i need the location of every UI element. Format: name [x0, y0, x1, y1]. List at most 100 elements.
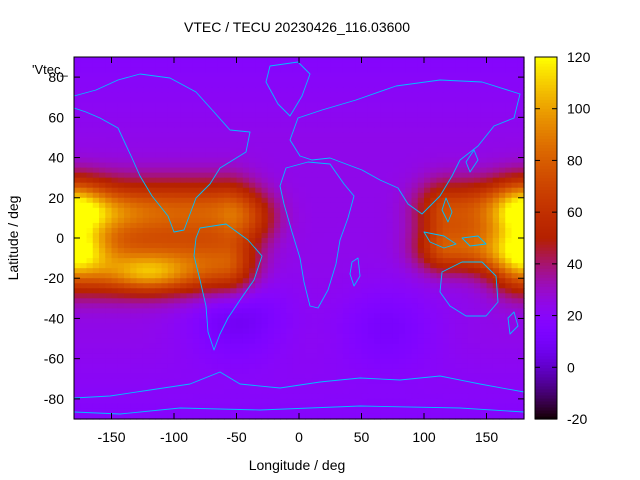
heatmap-cell-1181	[255, 137, 263, 144]
heatmap-cell-3895	[117, 328, 125, 335]
heatmap-cell-4723	[342, 383, 350, 390]
heatmap-cell-2679	[167, 243, 175, 249]
heatmap-cell-2147	[442, 202, 450, 209]
heatmap-cell-955	[192, 122, 200, 128]
heatmap-cell-1955	[142, 192, 150, 199]
heatmap-cell-1831	[267, 182, 275, 189]
heatmap-cell-4396	[99, 363, 106, 370]
heatmap-cell-4939	[342, 398, 350, 405]
heatmap-cell-853	[455, 112, 463, 118]
heatmap-cell-2322	[186, 217, 194, 224]
heatmap-cell-875	[142, 117, 150, 123]
heatmap-cell-3400	[174, 293, 181, 299]
heatmap-cell-1192	[324, 137, 331, 144]
heatmap-cell-4363	[342, 358, 350, 365]
heatmap-cell-2443	[492, 222, 500, 229]
heatmap-cell-3801	[430, 318, 438, 325]
heatmap-cell-2321	[180, 217, 188, 224]
heatmap-cell-695	[367, 102, 375, 108]
heatmap-cell-1356	[449, 147, 456, 154]
heatmap-cell-1691	[292, 172, 300, 179]
heatmap-cell-4399	[117, 363, 125, 370]
heatmap-cell-3802	[436, 318, 444, 325]
heatmap-cell-1521	[130, 162, 138, 169]
heatmap-cell-2082	[486, 197, 494, 204]
heatmap-cell-4875	[392, 393, 400, 400]
heatmap-cell-3396	[149, 293, 156, 299]
heatmap-cell-3325	[155, 288, 163, 294]
heatmap-cell-101	[255, 62, 263, 68]
heatmap-cell-4001	[330, 333, 338, 340]
heatmap-cell-4617	[130, 378, 138, 385]
heatmap-cell-1101	[205, 132, 213, 139]
heatmap-cell-2845	[305, 253, 313, 259]
heatmap-cell-4390	[511, 358, 519, 365]
heatmap-cell-599	[217, 97, 225, 103]
heatmap-cell-1685	[255, 172, 263, 179]
heatmap-cell-3446	[461, 293, 469, 299]
heatmap-cell-3358	[361, 288, 369, 294]
heatmap-cell-560	[424, 92, 431, 98]
heatmap-cell-1990	[361, 192, 369, 199]
heatmap-cell-361	[80, 82, 88, 88]
heatmap-cell-3472	[174, 298, 181, 304]
heatmap-cell-4631	[217, 378, 225, 385]
heatmap-cell-4065	[280, 338, 288, 345]
heatmap-cell-4663	[417, 378, 425, 385]
heatmap-cell-4131	[242, 343, 250, 350]
heatmap-cell-2515	[492, 227, 500, 234]
heatmap-cell-2496	[374, 227, 381, 234]
heatmap-cell-4393	[80, 363, 88, 370]
heatmap-cell-3993	[280, 333, 288, 340]
heatmap-cell-1997	[405, 192, 413, 199]
heatmap-cell-4262	[161, 353, 169, 360]
heatmap-cell-2546	[236, 232, 244, 239]
heatmap-cell-839	[367, 112, 375, 118]
heatmap-cell-1220	[499, 137, 506, 144]
heatmap-cell-4003	[342, 333, 350, 340]
heatmap-cell-4865	[330, 393, 338, 400]
heatmap-cell-1021	[155, 127, 163, 134]
heatmap-cell-2384	[124, 222, 131, 229]
heatmap-cell-2054	[311, 197, 319, 204]
heatmap-cell-1468	[249, 157, 256, 164]
heatmap-cell-3656	[424, 308, 431, 315]
heatmap-cell-1047	[317, 127, 325, 134]
heatmap-cell-1189	[305, 137, 313, 144]
heatmap-cell-3772	[249, 318, 256, 325]
heatmap-cell-1520	[124, 162, 131, 169]
heatmap-cell-3581	[405, 303, 413, 309]
heatmap-cell-1832	[274, 182, 281, 189]
heatmap-cell-505	[80, 92, 88, 98]
heatmap-cell-4598	[461, 373, 469, 380]
heatmap-cell-1025	[180, 127, 188, 134]
heatmap-cell-1168	[174, 137, 181, 144]
heatmap-cell-2884	[99, 258, 106, 264]
heatmap-cell-1410	[336, 152, 344, 159]
heatmap-cell-4345	[230, 358, 238, 365]
heatmap-cell-4616	[124, 378, 131, 385]
heatmap-cell-1156	[99, 137, 106, 144]
heatmap-cell-363	[92, 82, 100, 88]
heatmap-cell-4388	[499, 358, 506, 365]
heatmap-cell-2869	[455, 253, 463, 259]
heatmap-cell-1014	[111, 127, 119, 134]
heatmap-cell-4855	[267, 393, 275, 400]
heatmap-cell-591	[167, 97, 175, 103]
heatmap-cell-1363	[492, 147, 500, 154]
heatmap-cell-2991	[317, 263, 325, 269]
heatmap-cell-2055	[317, 197, 325, 204]
heatmap-cell-3961	[80, 333, 88, 340]
heatmap-cell-1494	[411, 157, 419, 164]
heatmap-cell-4124	[199, 343, 206, 350]
heatmap-cell-3678	[111, 313, 119, 320]
heatmap-cell-3743	[517, 313, 525, 320]
heatmap-cell-3241	[80, 283, 88, 289]
heatmap-cell-4066	[286, 338, 294, 345]
heatmap-cell-3499	[342, 298, 350, 304]
heatmap-cell-2021	[105, 197, 113, 204]
heatmap-cell-4247	[517, 348, 525, 355]
heatmap-cell-3564	[299, 303, 306, 309]
heatmap-cell-1090	[136, 132, 144, 139]
heatmap-cell-4544	[124, 373, 131, 380]
